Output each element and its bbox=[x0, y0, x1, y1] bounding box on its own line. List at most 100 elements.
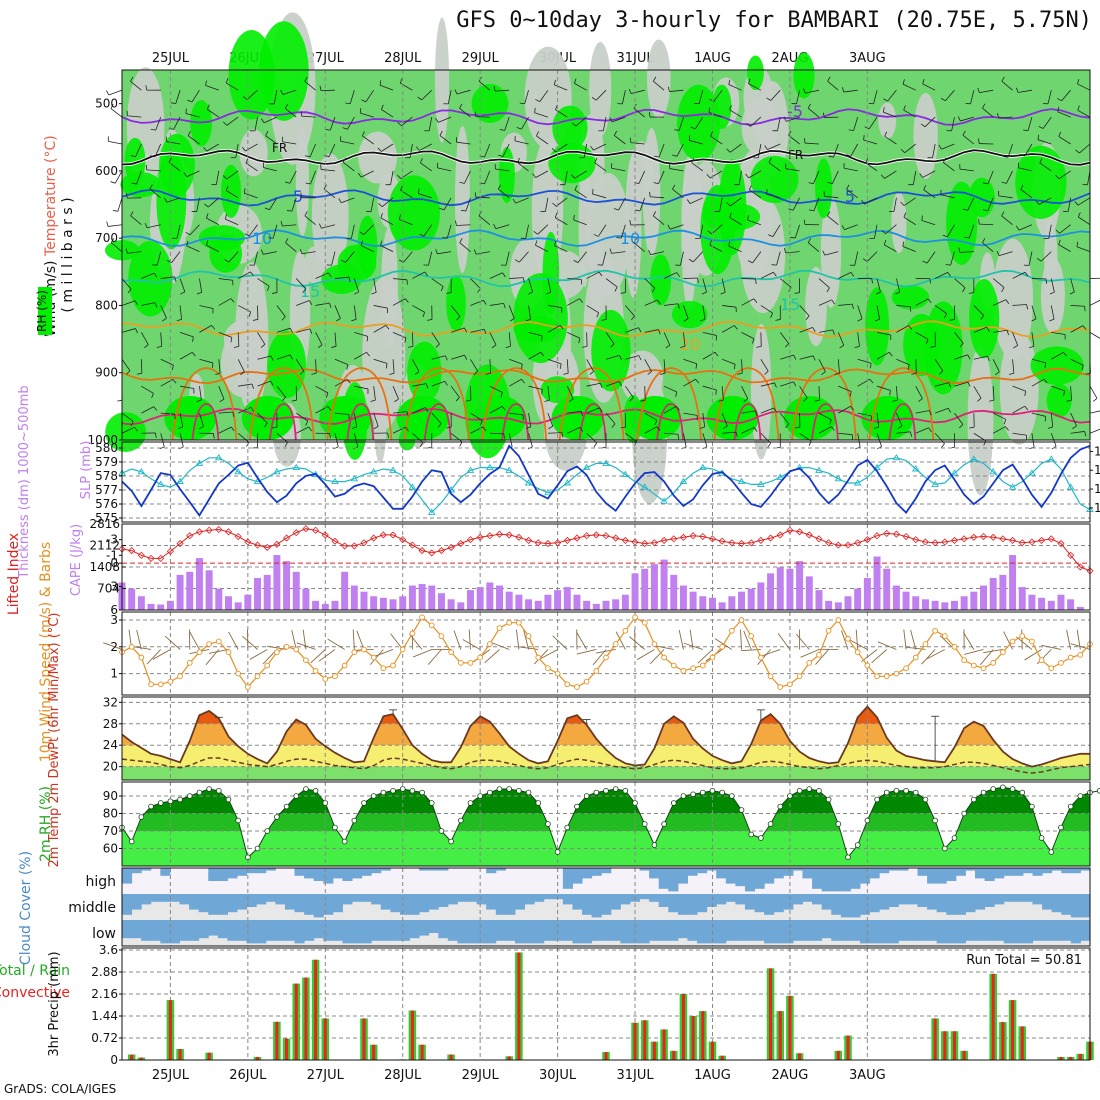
wind-barb bbox=[276, 432, 288, 443]
cloud-ylabel: Cloud Cover (%) bbox=[18, 851, 34, 965]
cloud-bar-low bbox=[534, 920, 545, 944]
wind10m-point bbox=[932, 627, 938, 634]
wind-barb-flag bbox=[380, 213, 383, 218]
wind-barb-flag bbox=[658, 329, 661, 335]
cape-bar bbox=[137, 596, 145, 610]
rh2m-point bbox=[787, 793, 793, 799]
rh2m-point bbox=[980, 789, 987, 796]
wind-barb bbox=[903, 197, 916, 206]
wind-barb bbox=[154, 143, 162, 157]
wind-barb bbox=[863, 139, 878, 145]
wind-barb bbox=[380, 217, 394, 226]
li-point bbox=[1028, 538, 1036, 546]
wind-barb bbox=[291, 197, 297, 212]
chart-title: GFS 0~10day 3-hourly for BAMBARI (20.75E… bbox=[456, 8, 1092, 33]
wind-barb bbox=[1057, 111, 1071, 118]
li-point bbox=[282, 534, 291, 542]
cloud-bar-high bbox=[821, 868, 832, 892]
cloud-bar-middle bbox=[965, 894, 976, 913]
wind-barb-flag bbox=[821, 371, 826, 376]
wind-barb bbox=[633, 107, 645, 118]
cloud-bar-low bbox=[649, 920, 660, 941]
wind10m-point bbox=[1029, 638, 1035, 645]
thickness-point bbox=[582, 463, 591, 471]
cape-bar bbox=[350, 585, 358, 610]
rh-moist-patch bbox=[710, 202, 761, 231]
wind-barb-flag bbox=[592, 188, 594, 195]
cloud-bar-middle bbox=[409, 894, 420, 915]
wind-barb-flag bbox=[851, 304, 854, 310]
wind-barb bbox=[574, 170, 587, 179]
wind-barb-flag bbox=[563, 372, 569, 375]
wind10m-point bbox=[1077, 651, 1084, 658]
wind-barb-flag bbox=[149, 184, 153, 190]
wind-barb bbox=[804, 142, 819, 145]
wind-barb bbox=[342, 162, 355, 172]
wind-barb-flag bbox=[406, 411, 409, 417]
wind-barb bbox=[347, 116, 355, 130]
wind-barb bbox=[509, 358, 523, 365]
wind-barb-flag bbox=[1023, 129, 1029, 131]
cape-bar bbox=[747, 588, 755, 610]
wind-barb-flag bbox=[895, 291, 900, 295]
rh2m-point bbox=[303, 786, 309, 792]
wind-barb bbox=[1031, 412, 1046, 417]
precip-convective-bar bbox=[178, 1049, 182, 1060]
wind-barb bbox=[179, 331, 194, 338]
wind-barb bbox=[431, 412, 442, 424]
wind-barb bbox=[748, 170, 762, 179]
wind-barb-flag bbox=[1057, 97, 1062, 102]
cloud-bar-middle bbox=[610, 894, 621, 910]
wind-barb bbox=[205, 85, 219, 91]
li-point bbox=[815, 535, 823, 543]
wind-barb bbox=[130, 215, 142, 226]
wind-barb-flag bbox=[672, 184, 676, 190]
wind-barb-flag bbox=[807, 238, 812, 243]
wind-barb-flag bbox=[136, 372, 142, 375]
wind-barb-flag bbox=[803, 397, 808, 402]
rh2m-tick-label: 70 bbox=[103, 824, 118, 838]
wind10m-point bbox=[448, 649, 454, 656]
cape-bar bbox=[602, 600, 610, 610]
cloud-bar-high bbox=[1051, 868, 1062, 871]
cloud-bar-middle bbox=[294, 894, 305, 913]
wind-barb-flag bbox=[827, 181, 833, 184]
wind-barb bbox=[1018, 224, 1033, 231]
li-point bbox=[554, 539, 562, 547]
wind-barb bbox=[140, 359, 143, 374]
wind-barb bbox=[1058, 170, 1071, 180]
wind-barb-flag bbox=[151, 393, 154, 399]
wind10m-barb bbox=[576, 631, 588, 650]
wind-barb bbox=[285, 242, 297, 252]
cape-bar bbox=[912, 596, 920, 610]
cloud-bar-low bbox=[821, 920, 832, 939]
wind-barb bbox=[729, 197, 742, 207]
temp2m-ylabel: 2m Temp 2m DewPt (6hr Min/Max) (°C) bbox=[47, 613, 62, 868]
cape-bar bbox=[757, 582, 765, 610]
wind-barb-flag bbox=[628, 88, 632, 94]
wind-barb-flag bbox=[552, 202, 557, 207]
wind-barb bbox=[1070, 358, 1084, 366]
li-point bbox=[350, 542, 358, 550]
cloud-bar-high bbox=[764, 868, 775, 884]
li-point bbox=[718, 537, 726, 545]
isotherm-25-hump bbox=[791, 367, 857, 441]
wind-barb bbox=[199, 358, 214, 364]
wind-barb bbox=[373, 278, 377, 293]
isotherm-30-hump bbox=[811, 403, 839, 441]
wind-barb-flag bbox=[245, 158, 249, 164]
wind-barb-flag bbox=[252, 319, 258, 321]
wind-barb bbox=[602, 117, 607, 131]
wind-barb bbox=[114, 170, 123, 184]
wind-barb-flag bbox=[756, 345, 762, 348]
wind-barb-flag bbox=[264, 422, 268, 428]
wind-barb-flag bbox=[408, 345, 414, 348]
wind10m-point bbox=[554, 670, 561, 677]
wind-barb-flag bbox=[812, 355, 816, 361]
cloud-bar-middle bbox=[208, 894, 219, 915]
date-label-top: 29JUL bbox=[462, 51, 500, 66]
wind-barb-flag bbox=[729, 105, 732, 110]
cloud-row-label: middle bbox=[68, 900, 116, 916]
wind-barb-flag bbox=[726, 202, 731, 207]
wind-barb bbox=[269, 197, 278, 210]
